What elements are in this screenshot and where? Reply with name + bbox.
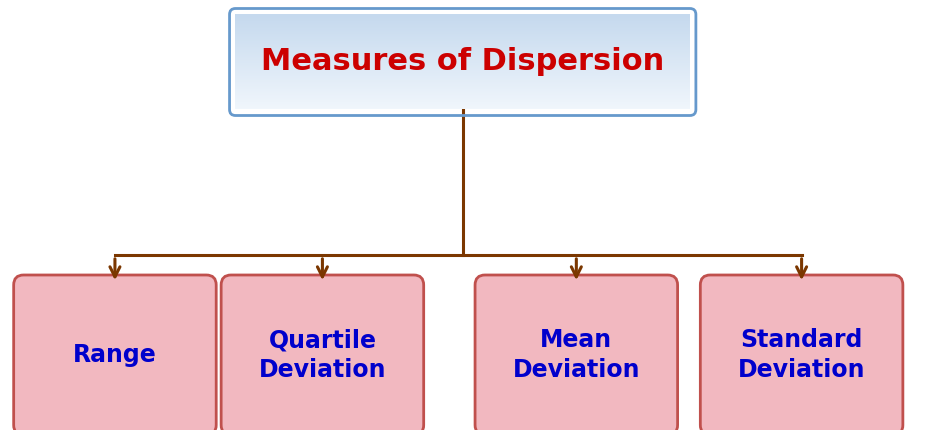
FancyBboxPatch shape bbox=[14, 275, 216, 430]
FancyBboxPatch shape bbox=[221, 275, 424, 430]
FancyBboxPatch shape bbox=[701, 275, 903, 430]
Text: Quartile
Deviation: Quartile Deviation bbox=[258, 328, 386, 382]
Text: Measures of Dispersion: Measures of Dispersion bbox=[261, 47, 664, 77]
FancyBboxPatch shape bbox=[475, 275, 677, 430]
Text: Standard
Deviation: Standard Deviation bbox=[738, 328, 865, 382]
Text: Mean
Deviation: Mean Deviation bbox=[512, 328, 640, 382]
Text: Range: Range bbox=[73, 343, 157, 367]
